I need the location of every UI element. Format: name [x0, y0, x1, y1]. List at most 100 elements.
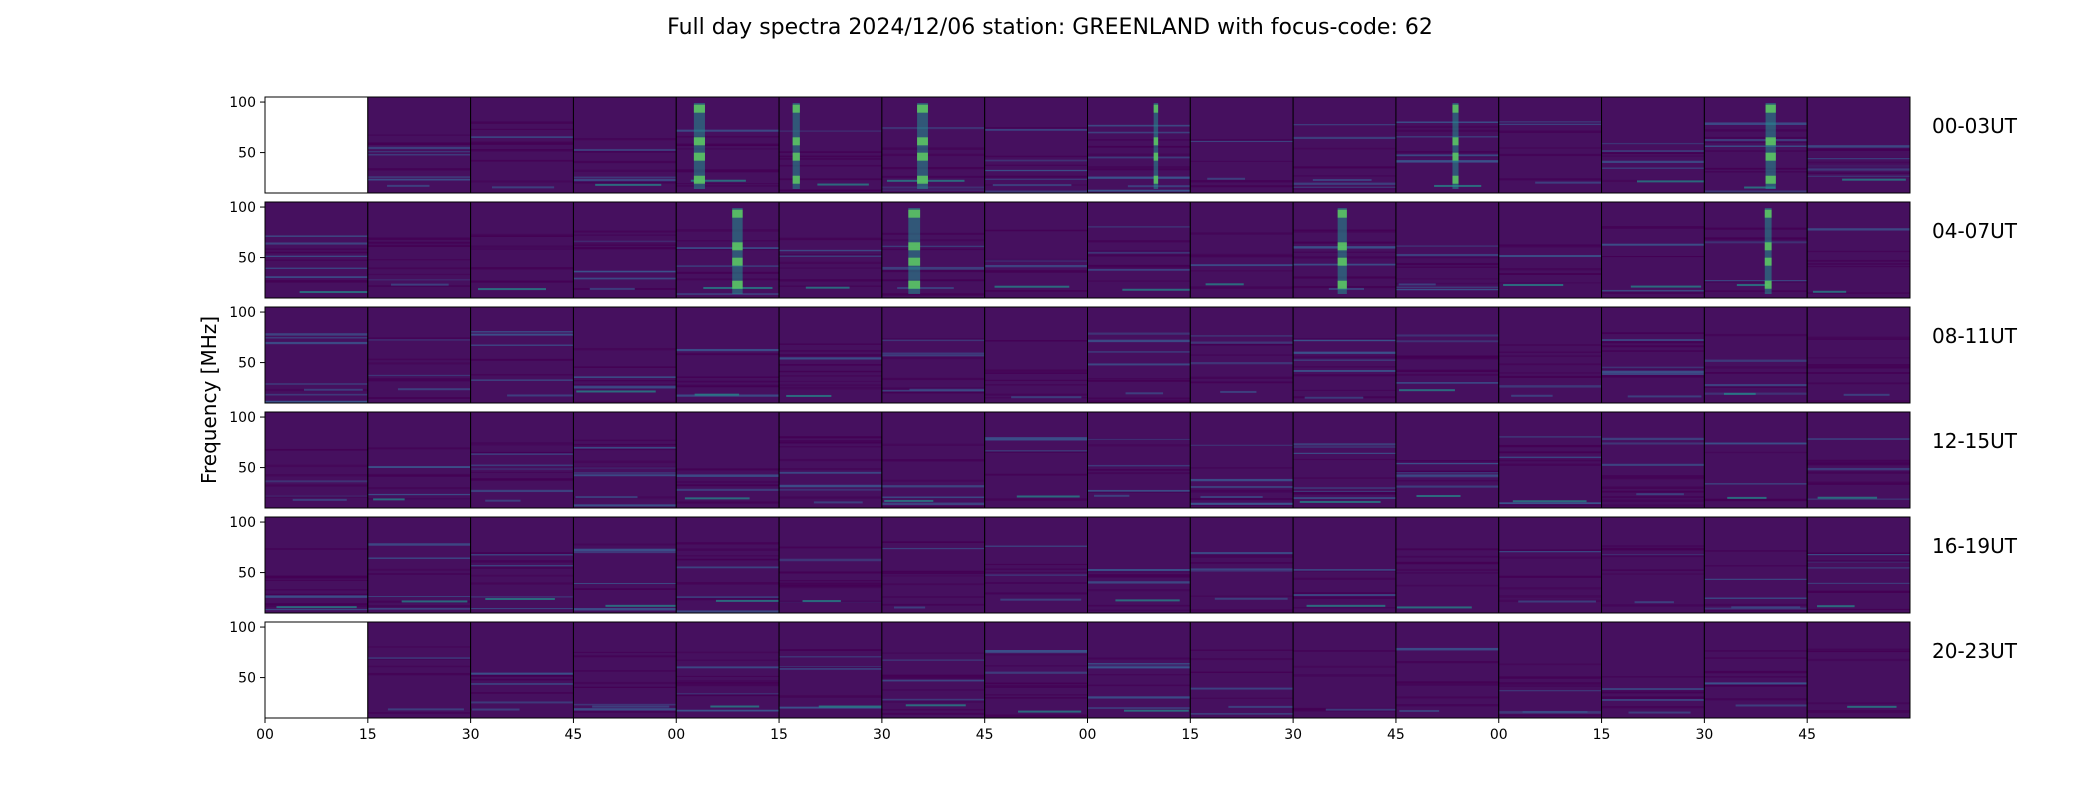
spectrum-panel [778, 201, 883, 299]
x-tick-label: 15 [770, 727, 788, 743]
spectrum-panel [264, 306, 369, 404]
panel-frame [1806, 411, 1911, 509]
spectrum-panel [264, 516, 369, 614]
spectrum-panel [1395, 306, 1500, 404]
spectrum-panel [984, 201, 1088, 299]
spectrum-panel [1703, 621, 1816, 719]
spectrum-panel [1703, 411, 1808, 509]
spectrum-panel [984, 516, 1088, 614]
spectrum-panel [1292, 621, 1402, 719]
spectrum-panel [470, 516, 574, 614]
spectrum-panel [1189, 96, 1294, 194]
spectra-row: 50 100 04-07UT [229, 200, 2018, 299]
spectrum-panel [675, 306, 780, 404]
spectrum-panel [778, 621, 893, 719]
spectrum-panel [1292, 96, 1397, 194]
spectrum-panel [675, 621, 780, 719]
spectrum-panel [1395, 201, 1500, 299]
spectrum-panel [1087, 621, 1191, 719]
spectrum-panel [1601, 201, 1705, 299]
spectrum-panel [778, 306, 883, 404]
x-tick-label: 15 [1181, 727, 1199, 743]
spectrum-panel [470, 306, 577, 404]
spectrum-panel [1703, 516, 1808, 614]
spectrum-panel [1189, 201, 1294, 299]
x-tick-label: 00 [256, 727, 274, 743]
row-time-label: 00-03UT [1932, 114, 2018, 138]
spectrum-panel [1806, 621, 1911, 719]
spectrum-panel [1498, 621, 1603, 719]
row-time-label: 04-07UT [1932, 219, 2018, 243]
spectrum-panel [1292, 516, 1397, 614]
spectrum-panel [1806, 516, 1911, 614]
spectra-row: 50 100 00-03UT [229, 95, 2018, 194]
spectrum-panel [367, 621, 472, 719]
x-axis-ticks: 00 15 30 45 00 15 30 45 00 15 30 45 00 15 30 45 [256, 718, 1816, 743]
spectrum-panel [881, 621, 986, 719]
spectrum-panel [1601, 96, 1715, 194]
y-tick-label: 100 [229, 200, 256, 216]
spectrum-panel [1395, 621, 1500, 719]
spectrum-panel [1703, 96, 1808, 194]
spectrum-panel [881, 201, 986, 299]
spectrum-panel [264, 621, 369, 719]
spectrum-panel [572, 516, 686, 614]
y-tick-label: 100 [229, 515, 256, 531]
panel-frame [1806, 96, 1911, 194]
row-time-label: 20-23UT [1932, 639, 2018, 663]
x-tick-label: 00 [667, 727, 685, 743]
row-time-label: 08-11UT [1932, 324, 2018, 348]
panel-frame [1806, 516, 1911, 614]
spectrum-panel [572, 411, 677, 509]
spectrum-panel [1601, 516, 1705, 614]
spectrum-panel [1498, 96, 1612, 194]
spectrum-panel [1498, 516, 1603, 614]
x-tick-label: 45 [976, 727, 994, 743]
spectrum-panel [1189, 306, 1294, 404]
spectrum-panel [367, 96, 472, 194]
spectrum-panel [675, 96, 780, 194]
spectrum-panel [470, 201, 574, 299]
x-tick-label: 45 [1798, 727, 1816, 743]
spectra-row: 50 100 12-15UT [229, 410, 2018, 509]
spectrum-panel [881, 306, 986, 404]
spectrum-panel [1703, 306, 1808, 404]
spectrum-panel [1806, 411, 1911, 509]
y-tick-label: 50 [238, 356, 256, 372]
spectrum-panel [367, 201, 472, 299]
y-tick-label: 50 [238, 146, 256, 162]
spectrum-panel [1806, 201, 1911, 299]
spectrum-panel [367, 411, 472, 509]
spectra-row: 50 100 08-11UT [229, 305, 2018, 404]
spectrum-panel [572, 621, 677, 719]
row-time-label: 12-15UT [1932, 429, 2018, 453]
spectrum-panel [778, 96, 883, 194]
spectrum-panel [881, 411, 986, 509]
spectrum-panel [1806, 96, 1911, 194]
spectrum-panel [1703, 201, 1808, 299]
spectrum-panel [1395, 96, 1500, 194]
x-tick-label: 15 [359, 727, 377, 743]
spectrum-panel [984, 96, 1088, 194]
x-tick-label: 30 [462, 727, 480, 743]
spectrum-panel [367, 516, 472, 614]
spectrum-panel [572, 306, 677, 404]
spectrum-panel [1395, 516, 1500, 614]
spectrum-panel [984, 411, 1088, 509]
spectrum-panel [470, 621, 574, 719]
spectrum-panel [1498, 201, 1603, 299]
spectrum-panel [881, 516, 986, 614]
spectrum-panel [572, 201, 677, 299]
y-tick-label: 50 [238, 671, 256, 687]
spectrum-panel [1087, 516, 1191, 614]
spectra-row: 50 100 20-23UT [229, 620, 2018, 719]
y-tick-label: 100 [229, 305, 256, 321]
spectrum-panel [264, 96, 369, 194]
x-tick-label: 45 [565, 727, 583, 743]
spectrum-panel [984, 621, 1088, 719]
spectrum-panel [1087, 411, 1191, 509]
spectrum-panel [470, 411, 574, 509]
x-tick-label: 30 [873, 727, 891, 743]
y-tick-label: 100 [229, 620, 256, 636]
